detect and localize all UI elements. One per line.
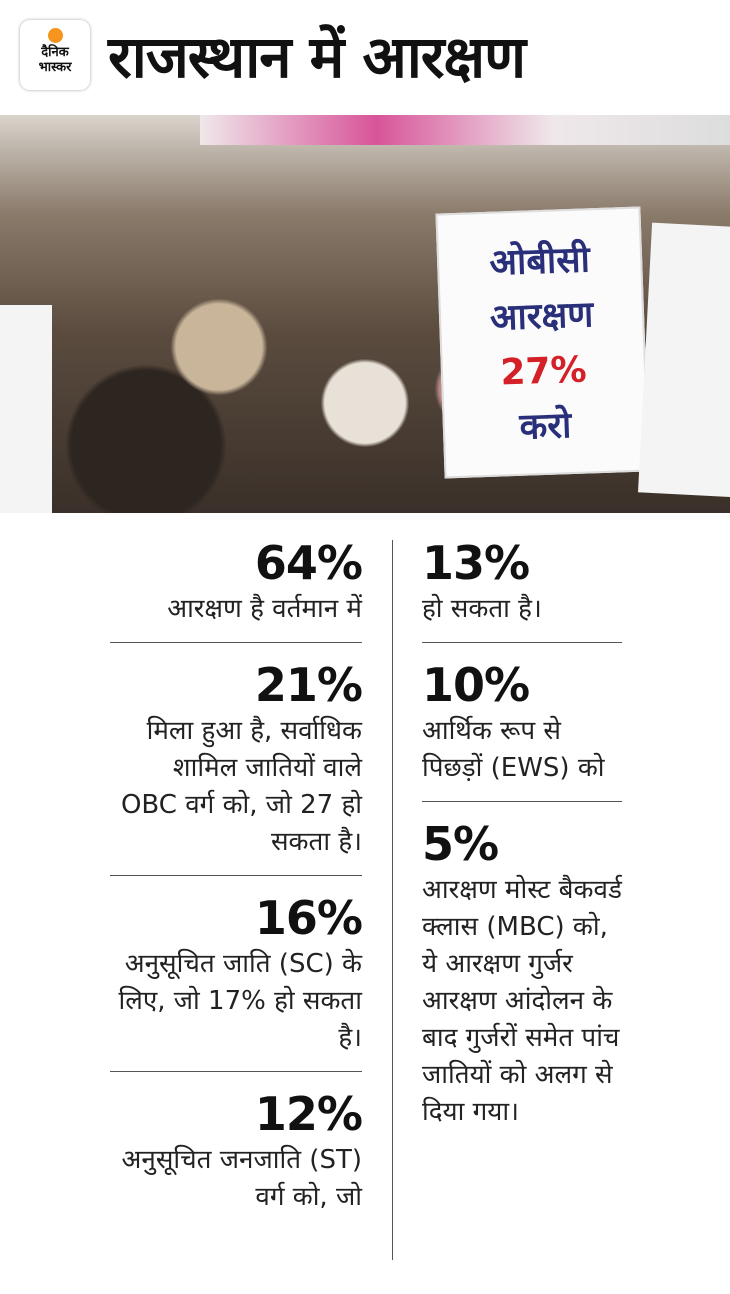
stat-text: आर्थिक रूप से पिछड़ों (EWS) को [422,716,605,783]
left-column: 64% आरक्षण है वर्तमान में 21% मिला हुआ है,… [110,535,363,1230]
stat-item: 16% अनुसूचित जाति (SC) के लिए, जो 17% हो … [110,890,363,1071]
page-title: राजस्थान में आरक्षण [108,23,526,91]
stat-percent: 10% [422,658,530,712]
stat-item: 12% अनुसूचित जनजाति (ST) वर्ग को, जो [110,1086,363,1230]
placard-obc: ओबीसी आरक्षण 27% करो [435,206,650,479]
sun-icon [47,28,63,43]
sign-line: 27% [499,349,588,394]
stat-item: 21% मिला हुआ है, सर्वाधिक शामिल जातियों व… [110,657,363,875]
divider [422,642,622,643]
placard-left [0,305,52,513]
stat-item: 5% आरक्षण मोस्ट बैकवर्ड क्लास (MBC) को, य… [422,816,622,1145]
right-column: 13% हो सकता है। 10% आर्थिक रूप से पिछड़ों … [422,535,622,1145]
sign-line: ओबीसी [488,239,591,284]
stat-text: आरक्षण मोस्ट बैकवर्ड क्लास (MBC) को, ये … [422,875,622,1127]
stat-text: हो सकता है। [422,594,542,624]
logo-line-1: दैनिक [41,45,69,60]
protest-photo: ओबीसी आरक्षण 27% करो [0,115,730,513]
divider [110,642,362,643]
stat-percent: 64% [254,536,363,590]
dainik-bhaskar-logo: दैनिक भास्कर [20,20,90,90]
stat-percent: 5% [422,817,499,871]
stat-percent: 16% [254,891,363,945]
stat-item: 10% आर्थिक रूप से पिछड़ों (EWS) को [422,657,622,801]
column-divider [392,540,393,1260]
stat-percent: 12% [254,1087,363,1141]
stat-percent: 21% [254,658,363,712]
stat-text: आरक्षण है वर्तमान में [167,594,362,624]
header: दैनिक भास्कर राजस्थान में आरक्षण [0,0,730,115]
stat-percent: 13% [422,536,530,590]
divider [110,875,362,876]
stat-text: अनुसूचित जनजाति (ST) वर्ग को, जो [121,1145,362,1212]
stat-item: 64% आरक्षण है वर्तमान में [110,535,363,642]
logo-line-2: भास्कर [38,60,72,75]
stat-text: अनुसूचित जाति (SC) के लिए, जो 17% हो सकत… [118,949,362,1053]
sign-line: आरक्षण [489,294,594,339]
divider [110,1071,362,1072]
stat-item: 13% हो सकता है। [422,535,622,642]
divider [422,801,622,802]
sign-line: करो [518,405,572,448]
stat-text: मिला हुआ है, सर्वाधिक शामिल जातियों वाले… [120,716,362,857]
tent-canopy [200,115,730,145]
placard-right [638,222,730,498]
